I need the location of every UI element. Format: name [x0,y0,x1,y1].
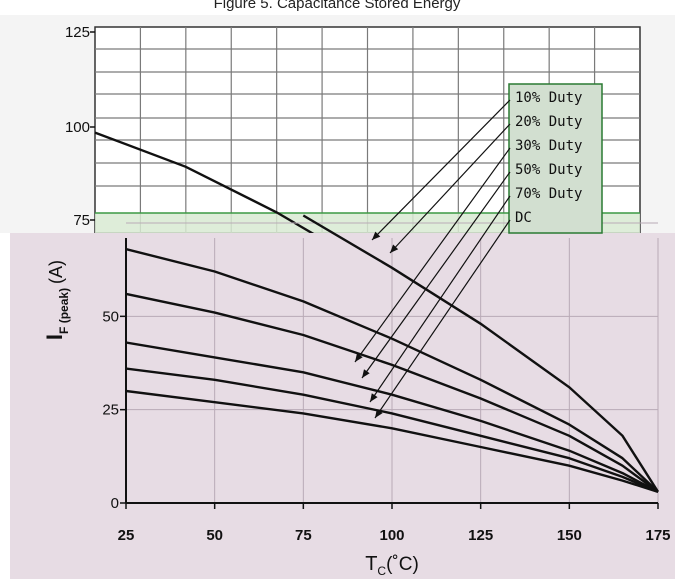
x-tick-label: 25 [118,527,135,544]
legend-arrow [361,171,511,379]
y-axis-title: IF (peak) (A) [42,260,71,340]
lower-series-lines [125,214,660,493]
x-axis-title: TC(˚C) [365,553,419,578]
series-line-dc [125,389,659,493]
legend-arrowhead [372,231,381,240]
y-axis-title-main: I [42,334,67,340]
upper-y-tick-label: 100 [65,119,90,136]
lower-y-tick-label: 0 [111,495,119,512]
legend-arrowhead [370,393,378,402]
legend-arrow [354,147,511,363]
legend-entry: 30% Duty [515,138,582,154]
legend-entry: 70% Duty [515,186,582,202]
upper-grid [95,27,640,233]
x-tick-label: 75 [295,527,312,544]
series-line-20-duty [125,247,659,493]
upper-y-tick-label: 125 [65,24,90,41]
lower-panel-background [0,233,675,579]
series-line-30-duty [125,292,659,493]
x-axis-title-main: T [365,553,377,575]
legend-arrow [374,219,511,419]
figure-title: Figure 5. Capacitance Stored Energy [214,0,461,12]
y-axis-title-suffix: (A) [46,260,66,284]
lower-y-ticks: 0 25 50 [102,308,126,512]
x-tick-label: 100 [379,527,404,544]
x-axis-title-sub: C [377,564,386,578]
x-tick-label: 125 [468,527,493,544]
series-line-50-duty [125,341,659,493]
legend-arrow [369,195,511,403]
legend-arrowhead [390,244,399,253]
y-axis-title-sub: F (peak) [57,288,71,334]
upper-y-tick-label: 75 [73,212,90,229]
x-ticks: 25 50 75 100 125 150 175 [118,503,671,544]
legend-arrow [371,99,511,241]
upper-y-ticks: 125 100 75 [65,24,95,229]
legend-box [508,83,603,234]
lower-y-tick-label: 50 [102,308,119,325]
legend-arrowhead [362,369,370,378]
legend: 10% Duty 20% Duty 30% Duty 50% Duty 70% Duty… [508,83,603,234]
series-line-70-duty [125,367,659,493]
x-tick-label: 50 [206,527,223,544]
legend-arrowhead [375,409,383,418]
x-tick-label: 150 [557,527,582,544]
left-white-strip [0,233,10,579]
x-tick-label: 175 [645,527,670,544]
legend-entry: DC [515,210,532,226]
legend-arrowhead [355,353,363,362]
legend-arrows [354,99,511,419]
legend-arrow [389,123,511,254]
series-line-10-duty-lower [302,214,660,493]
legend-entry: 10% Duty [515,90,582,106]
svg-text:IF (peak)(A): IF (peak) (A) [42,260,71,340]
x-axis-title-suffix: (˚C) [386,554,419,575]
legend-entry: 20% Duty [515,114,582,130]
lower-y-tick-label: 25 [102,402,119,419]
legend-entry: 50% Duty [515,162,582,178]
